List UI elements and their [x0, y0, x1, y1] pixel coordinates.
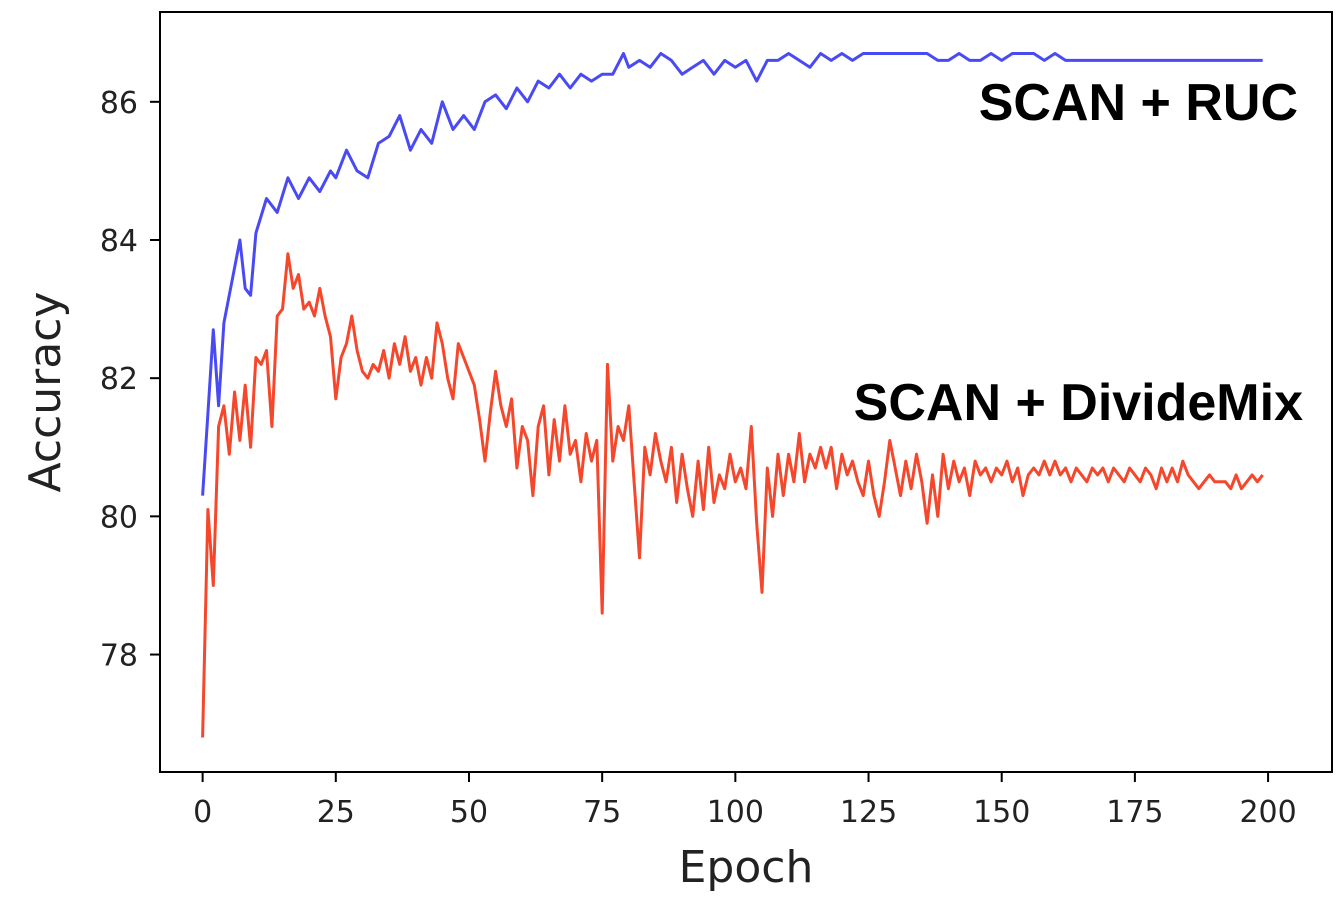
- x-tick-label: 100: [707, 795, 764, 830]
- x-tick-label: 150: [973, 795, 1030, 830]
- x-axis-title: Epoch: [679, 842, 814, 893]
- series-label-scan-ruc: SCAN + RUC: [979, 74, 1298, 132]
- x-tick-label: 0: [193, 795, 212, 830]
- series-label-scan-dividemix: SCAN + DivideMix: [854, 374, 1303, 432]
- series-line-scan-ruc: [201, 52, 1263, 496]
- x-tick-label: 200: [1239, 795, 1296, 830]
- y-tick-label: 84: [100, 224, 138, 259]
- x-tick-label: 50: [450, 795, 488, 830]
- x-tick-label: 25: [317, 795, 355, 830]
- plot-frame: [159, 11, 1333, 773]
- series-line-scan-dividemix: [201, 252, 1264, 738]
- y-tick-label: 86: [100, 86, 138, 121]
- y-tick-label: 82: [100, 362, 138, 397]
- y-axis-title: Accuracy: [20, 292, 71, 493]
- x-tick-label: 175: [1106, 795, 1163, 830]
- x-axis: 0 25 50 75 100 125 150 175 200: [193, 772, 1297, 830]
- x-tick-label: 125: [840, 795, 897, 830]
- plot-area: [201, 52, 1264, 738]
- y-tick-label: 80: [100, 500, 138, 535]
- x-tick-label: 75: [583, 795, 621, 830]
- y-tick-label: 78: [100, 639, 138, 674]
- y-axis: 78 80 82 84 86: [100, 86, 160, 674]
